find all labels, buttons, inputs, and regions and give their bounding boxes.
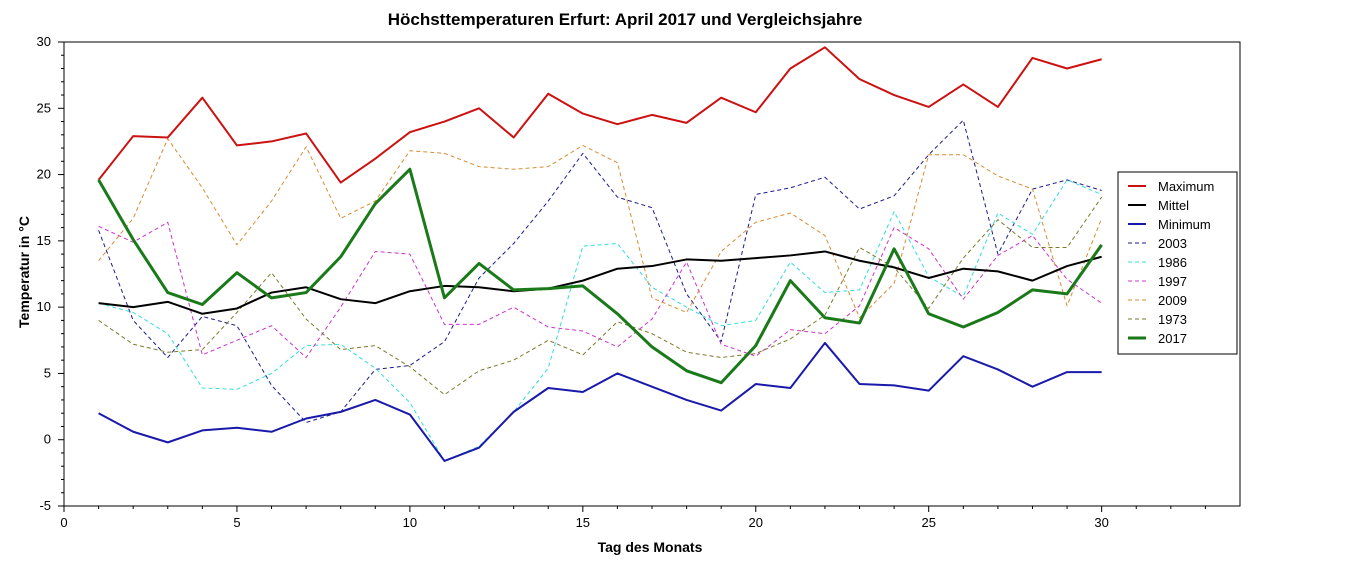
series-layer xyxy=(97,46,1103,462)
x-tick-label: 0 xyxy=(60,515,67,530)
series-line-1986 xyxy=(98,179,1102,462)
y-tick-label: 30 xyxy=(37,34,51,49)
chart-title: Höchsttemperaturen Erfurt: April 2017 un… xyxy=(388,10,863,29)
y-tick-label: 20 xyxy=(37,167,51,182)
legend-box xyxy=(1117,171,1238,355)
series-line-2003 xyxy=(98,119,1102,423)
x-tick-label: 20 xyxy=(749,515,763,530)
y-axis-label: Temperatur in °C xyxy=(16,216,32,328)
x-tick-label: 25 xyxy=(921,515,935,530)
series-line-2009 xyxy=(98,138,1103,319)
y-tick-label: 15 xyxy=(37,233,51,248)
x-tick-label: 10 xyxy=(403,515,417,530)
series-line-minimum xyxy=(98,341,1102,462)
legend-label-minimum: Minimum xyxy=(1158,217,1211,232)
legend-label-2003: 2003 xyxy=(1158,236,1187,251)
y-tick-label: 5 xyxy=(44,365,51,380)
legend-label-maximum: Maximum xyxy=(1158,179,1214,194)
x-tick-label: 15 xyxy=(576,515,590,530)
x-axis-label: Tag des Monats xyxy=(598,539,703,555)
legend-label-2009: 2009 xyxy=(1158,293,1187,308)
axis-ticks: 0 5 10 15 20 25 30 -5 0 5 10 15 20 25 30 xyxy=(37,34,1206,530)
legend: Maximum Mittel Minimum 2003 1986 1997 2009 1973… xyxy=(1117,171,1238,355)
series-line-maximum xyxy=(97,46,1102,184)
legend-label-2017: 2017 xyxy=(1158,331,1187,346)
legend-label-mittel: Mittel xyxy=(1158,198,1189,213)
y-tick-label: 0 xyxy=(44,432,51,447)
x-tick-label: 30 xyxy=(1094,515,1108,530)
series-line-1997 xyxy=(98,221,1102,359)
legend-label-1986: 1986 xyxy=(1158,255,1187,270)
series-line-1973 xyxy=(98,196,1103,396)
series-line-2017 xyxy=(97,167,1103,385)
legend-label-1973: 1973 xyxy=(1158,312,1187,327)
y-tick-label: -5 xyxy=(39,498,51,513)
legend-label-1997: 1997 xyxy=(1158,274,1187,289)
y-tick-label: 10 xyxy=(37,299,51,314)
x-tick-label: 5 xyxy=(233,515,240,530)
y-tick-label: 25 xyxy=(37,100,51,115)
